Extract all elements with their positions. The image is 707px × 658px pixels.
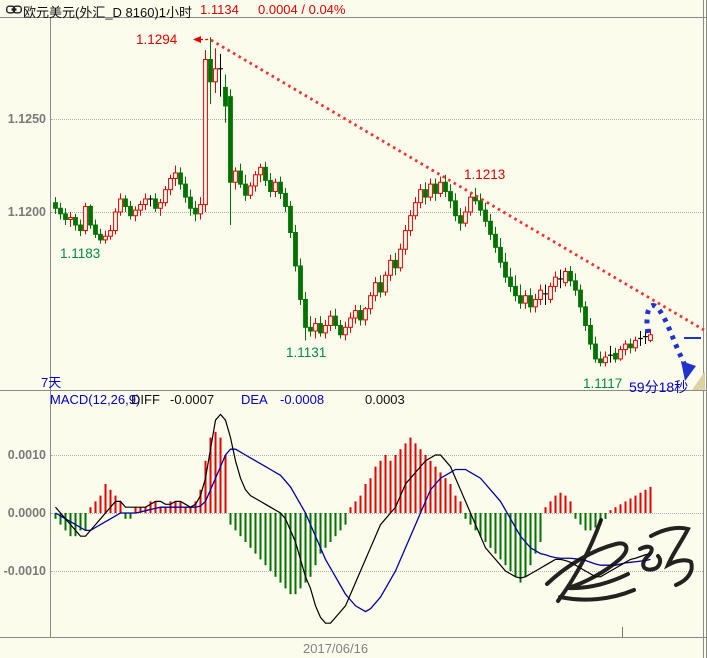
price-axis-line — [50, 18, 51, 637]
signature-watermark — [545, 518, 694, 603]
annotation-low2: 1.1131 — [286, 345, 327, 360]
price-tick-1.1200: 1.1200 — [7, 205, 46, 219]
dea-label: DEA — [241, 392, 268, 407]
range-label[interactable]: 7天 — [41, 375, 62, 390]
page-fold-corner[interactable] — [692, 371, 705, 390]
title-separator — [0, 17, 706, 18]
macd-tick-neg: -0.0010 — [3, 564, 46, 578]
annotation-peak-price: 1.1294 — [136, 32, 178, 47]
diff-label: DIFF — [131, 392, 160, 407]
time-axis-line — [0, 637, 706, 638]
annotation-resistance-price: 1.1213 — [464, 167, 506, 182]
diff-value: -0.0007 — [170, 392, 215, 407]
gridline-macd-zero — [51, 513, 703, 514]
candle-countdown: 59分18秒 — [629, 379, 689, 395]
gridline-macd-neg — [51, 571, 703, 572]
price-tick-1.1250: 1.1250 — [7, 112, 46, 126]
macd-header: MACD(12,26,9) DIFF -0.0007 DEA -0.0008 0… — [0, 392, 706, 407]
annotation-low1: 1.1183 — [60, 246, 101, 261]
dea-value: -0.0008 — [280, 392, 325, 407]
chain-link-icon — [6, 5, 22, 14]
gridline-macd-pos — [51, 455, 703, 456]
date-label: 2017/06/16 — [303, 641, 369, 656]
gridline-1.1200 — [51, 212, 703, 213]
pane-separator — [0, 390, 706, 391]
macd-tick-pos: 0.0010 — [7, 448, 46, 462]
instrument-title: 欧元美元(外汇_D 8160)1小时 — [23, 5, 193, 20]
macd-tick-zero: 0.0000 — [7, 506, 46, 520]
annotation-low3: 1.1117 — [583, 376, 623, 391]
gridline-1.1250 — [51, 119, 703, 120]
macd-indicator-label[interactable]: MACD(12,26,9) — [50, 392, 141, 407]
title-bar: 欧元美元(外汇_D 8160)1小时 1.1134 0.0004 / 0.04% — [0, 1, 706, 20]
date-tick — [622, 627, 623, 637]
macd-hist-value: 0.0003 — [365, 392, 405, 407]
last-price: 1.1134 — [200, 2, 239, 17]
price-change: 0.0004 / 0.04% — [258, 2, 346, 17]
